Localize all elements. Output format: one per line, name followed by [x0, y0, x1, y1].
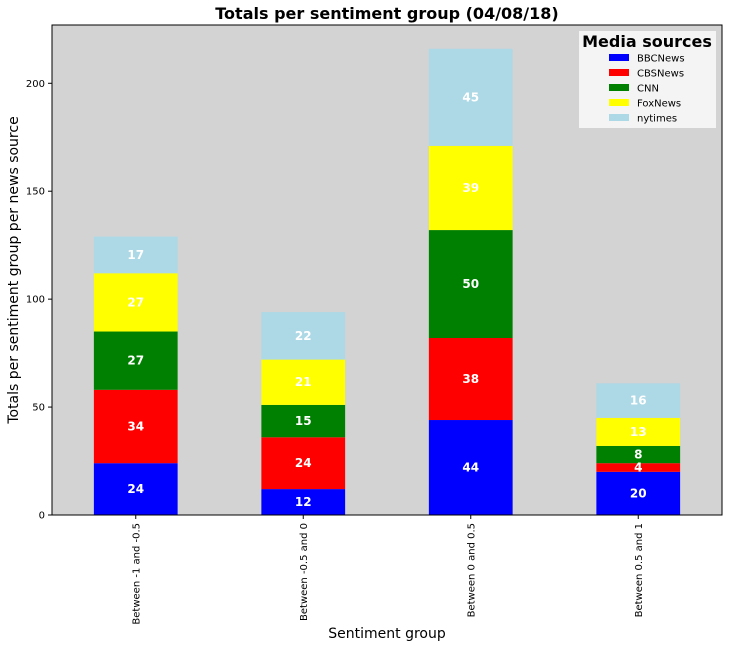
bar-value-label: 4 [634, 461, 642, 475]
x-tick-label: Between -1 and -0.5 [131, 523, 142, 625]
bar-segment [93, 236, 178, 274]
bar-segment [93, 273, 178, 332]
legend-box [579, 31, 716, 128]
bar-segment [428, 337, 513, 421]
bar-segment [428, 48, 513, 146]
legend-swatch [609, 69, 629, 76]
bar-value-label: 21 [295, 375, 312, 389]
x-axis: Between -1 and -0.5 Between -0.5 and 0 Bet… [131, 515, 645, 625]
y-tick-label: 0 [39, 511, 45, 522]
bar-segment [596, 463, 681, 472]
bar-value-label: 39 [462, 181, 479, 195]
bar-segment [261, 489, 346, 515]
bar-value-label: 50 [462, 277, 479, 291]
bar-value-label: 12 [295, 495, 312, 509]
bar-value-label: 20 [630, 486, 647, 500]
x-tick-label: Between -0.5 and 0 [299, 523, 310, 621]
y-axis-title: Totals per sentiment group per news sour… [6, 116, 22, 424]
y-tick-label: 150 [26, 187, 45, 198]
legend-label: nytimes [637, 114, 677, 125]
bar-value-label: 17 [127, 248, 144, 262]
bar-labels-layer: 24 34 27 27 17 12 24 15 21 22 44 38 50 39 45 20 48 13 16 [127, 90, 646, 509]
legend-swatch [609, 114, 629, 121]
bar-segment [596, 417, 681, 446]
bar-segment [261, 437, 346, 490]
x-axis-title: Sentiment group [328, 626, 446, 642]
bar-segment [428, 420, 513, 515]
legend-swatch [609, 84, 629, 91]
bar-value-label: 27 [127, 354, 144, 368]
legend: Media sources BBCNews CBSNews CNN FoxNews ny… [579, 31, 716, 128]
bar-segment [596, 471, 681, 515]
bar-value-label: 15 [295, 414, 312, 428]
legend-swatch [609, 99, 629, 106]
legend-title: Media sources [582, 32, 712, 51]
bar-value-label: 8 [634, 448, 642, 462]
bar-segment [93, 389, 178, 464]
plot-frame [51, 24, 723, 516]
y-axis: 0 50 100 150 200 [26, 79, 52, 522]
bar-value-label: 16 [630, 394, 647, 408]
bar-value-label: 24 [295, 456, 312, 470]
x-tick-label: Between 0.5 and 1 [634, 523, 645, 617]
x-tick-label: Between 0 and 0.5 [466, 523, 477, 617]
bar-segment [428, 145, 513, 231]
legend-label: CBSNews [637, 69, 684, 80]
bar-value-label: 38 [462, 372, 479, 386]
legend-label: BBCNews [637, 54, 685, 65]
bar-value-label: 13 [630, 425, 647, 439]
bar-value-label: 27 [127, 295, 144, 309]
chart-title: Totals per sentiment group (04/08/18) [215, 4, 558, 23]
legend-label: FoxNews [637, 99, 681, 110]
bar-segment [428, 230, 513, 338]
y-tick-label: 50 [32, 403, 45, 414]
bar-segment [261, 312, 346, 360]
bar-value-label: 45 [462, 90, 479, 104]
legend-label: CNN [637, 84, 659, 95]
bars-layer [93, 48, 681, 515]
legend-items: BBCNews CBSNews CNN FoxNews nytimes [609, 54, 685, 125]
bar-value-label: 22 [295, 329, 312, 343]
bar-segment [596, 383, 681, 418]
y-tick-label: 100 [26, 295, 45, 306]
y-tick-label: 200 [26, 79, 45, 90]
bar-value-label: 24 [127, 482, 144, 496]
bar-segment [261, 404, 346, 438]
legend-swatch [609, 54, 629, 61]
bar-segment [93, 463, 178, 515]
bar-segment [93, 331, 178, 390]
bar-value-label: 44 [462, 461, 479, 475]
bar-value-label: 34 [127, 419, 144, 433]
bar-segment [261, 359, 346, 405]
bar-segment [596, 445, 681, 464]
